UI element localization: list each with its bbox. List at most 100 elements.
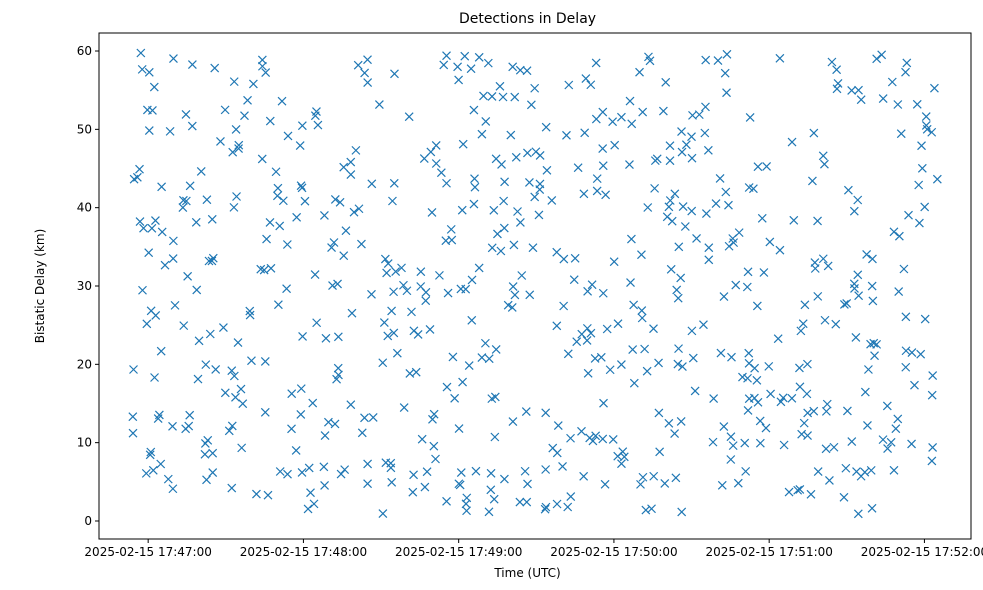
data-point [820,315,830,325]
data-point [542,165,552,175]
data-point [927,390,937,400]
data-point [388,196,397,206]
data-point [499,474,509,484]
data-point [701,209,711,219]
data-point [229,371,239,381]
data-point [654,358,663,368]
data-point [799,418,809,428]
data-point [775,53,785,63]
data-point [320,431,330,440]
data-point [458,377,468,387]
data-point [793,485,803,495]
data-point [798,319,808,329]
data-point [260,356,270,366]
data-point [854,291,864,301]
data-point [789,215,799,225]
data-point [715,174,725,183]
x-tick-label: 2025-02-15 17:48:00 [240,545,367,559]
data-point [813,467,823,476]
data-point [211,365,221,374]
data-point [275,221,285,231]
data-point [720,68,730,78]
data-point [277,96,287,106]
data-point [672,285,682,295]
data-point [247,356,256,366]
data-point [470,182,480,192]
data-point [833,79,843,88]
data-point [168,484,178,494]
data-point [181,109,191,119]
data-point [580,128,590,138]
y-tick-label: 50 [77,122,92,136]
data-point [688,353,698,363]
data-point [650,156,660,166]
data-point [481,116,491,126]
data-point [703,145,713,155]
data-point [397,263,406,273]
data-point [187,60,197,69]
data-point [616,360,626,369]
data-point [752,301,762,311]
data-point [569,275,579,285]
data-point [137,64,147,74]
data-point [581,74,591,83]
data-point [231,124,241,134]
data-point [510,92,520,102]
data-point [144,248,154,258]
data-point [856,95,866,105]
data-point [202,475,211,485]
data-point [466,64,476,74]
data-point [610,140,620,150]
data-point [642,366,652,376]
data-point [824,476,834,485]
data-point [795,363,804,373]
data-point [662,212,672,222]
data-point [333,363,343,373]
data-point [136,48,146,58]
data-point [629,300,639,310]
data-point [741,466,751,476]
x-tick-label: 2025-02-15 17:52:00 [861,545,983,559]
x-tick-label: 2025-02-15 17:51:00 [705,545,832,559]
data-point [390,69,399,79]
data-point [291,445,301,455]
data-point [564,80,574,90]
data-point [862,250,872,259]
data-point [220,105,230,115]
data-point [129,365,138,374]
chart-title: Detections in Delay [459,11,596,27]
data-point [450,393,460,403]
data-point [208,253,218,263]
data-point [570,253,580,263]
data-point [638,472,648,482]
data-point [803,408,813,418]
data-point [841,463,851,473]
data-point [490,432,500,442]
data-point [129,174,139,184]
data-point [266,263,276,273]
data-point [520,466,530,476]
data-point [637,313,647,323]
data-point [265,218,275,227]
data-point [487,243,497,253]
data-point [784,487,794,497]
data-point [530,192,540,202]
data-point [829,442,839,452]
data-point [676,273,686,283]
data-point [839,300,849,309]
data-point [813,291,823,301]
data-point [181,196,191,206]
data-point [150,373,159,382]
data-point [764,361,774,371]
data-point [598,288,608,298]
data-point [647,504,656,514]
data-point [818,151,828,161]
data-point [823,261,833,271]
data-point [853,270,863,280]
data-point [674,242,684,252]
data-point [534,210,544,220]
data-point [670,189,680,199]
y-tick-label: 20 [77,357,92,371]
data-point [853,509,863,519]
data-point [608,117,618,127]
